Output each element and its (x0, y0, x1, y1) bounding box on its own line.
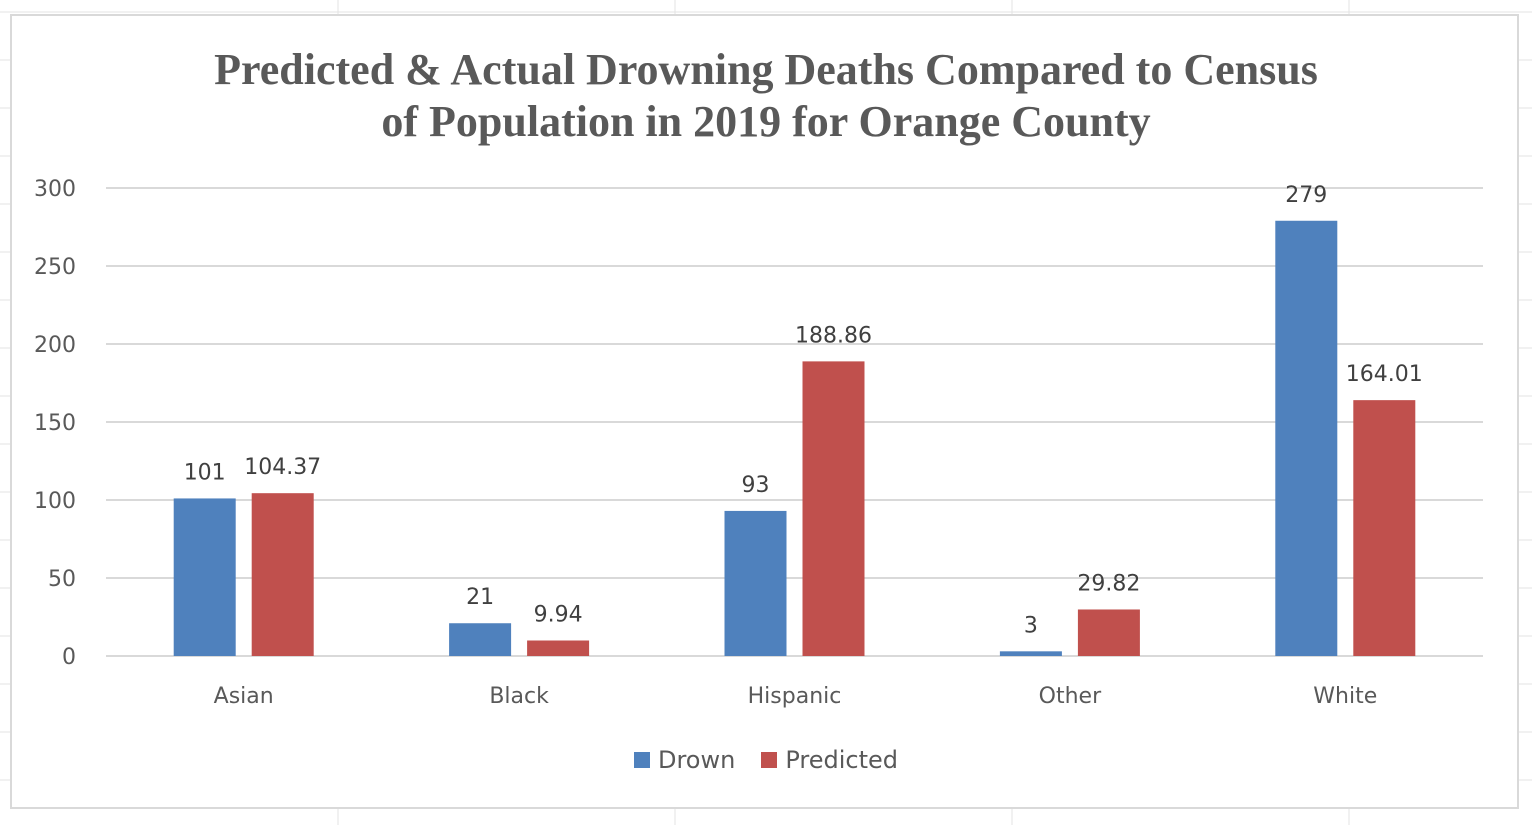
bar-drown-white[interactable] (1275, 220, 1338, 656)
bar-predicted-white[interactable] (1353, 400, 1416, 656)
y-tick-label: 300 (34, 177, 76, 202)
legend-swatch-drown (633, 752, 650, 768)
y-tick-label: 50 (48, 567, 76, 592)
data-label-predicted-hispanic: 188.86 (795, 323, 872, 348)
category-label-asian: Asian (214, 684, 274, 709)
bar-predicted-hispanic[interactable] (802, 361, 865, 656)
legend-label-drown: Drown (657, 746, 736, 774)
data-label-drown-hispanic: 93 (742, 473, 770, 498)
y-tick-label: 100 (34, 489, 76, 514)
bars (173, 220, 1416, 656)
data-label-drown-asian: 101 (184, 460, 226, 485)
bar-drown-other[interactable] (999, 651, 1062, 656)
category-label-black: Black (489, 684, 549, 709)
chart-title: Predicted & Actual Drowning Deaths Compa… (0, 44, 1532, 148)
chart-title-line-1: Predicted & Actual Drowning Deaths Compa… (214, 45, 1318, 94)
legend-label-predicted: Predicted (785, 746, 898, 774)
data-label-drown-white: 279 (1285, 183, 1327, 208)
y-tick-label: 250 (34, 255, 76, 280)
data-label-predicted-asian: 104.37 (244, 455, 321, 480)
data-label-drown-other: 3 (1024, 613, 1038, 638)
x-axis-category-labels: Asian Black Hispanic Other White (214, 684, 1378, 709)
y-tick-label: 200 (34, 333, 76, 358)
bar-drown-black[interactable] (449, 623, 512, 656)
data-labels: 101 104.37 21 9.94 93 188.86 3 29.82 279 164.01 (184, 183, 1423, 639)
y-tick-label: 0 (62, 645, 76, 670)
gridlines (106, 187, 1483, 657)
chart-title-line-2: of Population in 2019 for Orange County (381, 97, 1151, 146)
y-axis-tick-labels: 0 50 100 150 200 250 300 (34, 177, 76, 670)
data-label-predicted-other: 29.82 (1077, 571, 1140, 596)
bar-predicted-asian[interactable] (251, 493, 314, 656)
legend-swatch-predicted (761, 752, 778, 768)
y-tick-label: 150 (34, 411, 76, 436)
chart-area[interactable] (10, 14, 1519, 809)
bar-predicted-other[interactable] (1077, 609, 1140, 656)
bar-drown-asian[interactable] (173, 498, 236, 656)
legend: Drown Predicted (0, 746, 1532, 774)
category-label-hispanic: Hispanic (748, 684, 842, 709)
data-label-predicted-white: 164.01 (1346, 362, 1423, 387)
data-label-predicted-black: 9.94 (534, 602, 583, 627)
category-label-other: Other (1039, 684, 1102, 709)
data-label-drown-black: 21 (466, 585, 494, 610)
legend-item-drown[interactable]: Drown (633, 746, 736, 774)
legend-item-predicted[interactable]: Predicted (761, 746, 898, 774)
category-label-white: White (1313, 684, 1377, 709)
bar-drown-hispanic[interactable] (724, 510, 787, 656)
bar-predicted-black[interactable] (527, 640, 590, 656)
